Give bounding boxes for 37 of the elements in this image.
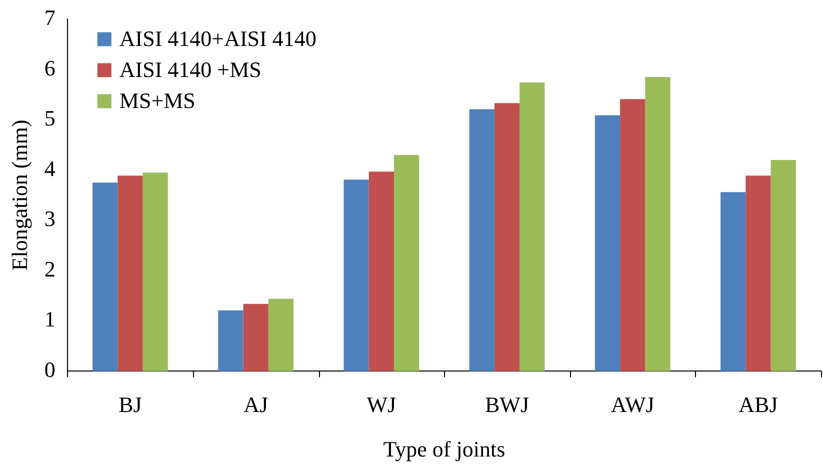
bar <box>394 154 420 372</box>
x-tick-label: AJ <box>244 392 268 418</box>
bar <box>142 172 168 372</box>
legend-label: MS+MS <box>119 88 196 113</box>
y-tick-label: 6 <box>44 55 56 80</box>
y-tick-label: 5 <box>44 106 56 131</box>
x-tick-label: ABJ <box>738 392 778 418</box>
bar <box>368 172 394 372</box>
y-axis-title: Elongation (mm) <box>6 120 32 271</box>
legend-label: AISI 4140+AISI 4140 <box>119 26 316 51</box>
bar <box>218 310 244 372</box>
bar <box>344 180 369 372</box>
bar <box>92 182 118 372</box>
x-tick-label: AWJ <box>610 392 655 418</box>
bar <box>118 176 143 372</box>
bar <box>268 298 294 372</box>
x-tick-label: BJ <box>118 392 142 418</box>
bar <box>520 82 545 372</box>
bar <box>620 99 646 372</box>
y-tick-label: 3 <box>44 206 56 232</box>
bar <box>594 115 620 372</box>
x-axis-title: Type of joints <box>383 436 506 462</box>
y-tick-label: 2 <box>44 256 56 282</box>
x-tick-label: BWJ <box>485 392 530 418</box>
legend-label: AISI 4140 +MS <box>119 56 262 82</box>
y-tick-label: 0 <box>44 356 56 382</box>
bar <box>469 109 494 372</box>
bar <box>243 304 268 372</box>
bar <box>746 176 771 372</box>
x-tick-label: WJ <box>366 392 396 418</box>
bar <box>720 192 746 372</box>
bar <box>770 160 796 372</box>
y-tick-label: 1 <box>44 306 56 332</box>
y-tick-label: 4 <box>44 156 56 181</box>
y-tick-label: 7 <box>44 4 56 30</box>
bar <box>645 77 670 372</box>
bar <box>494 103 520 372</box>
